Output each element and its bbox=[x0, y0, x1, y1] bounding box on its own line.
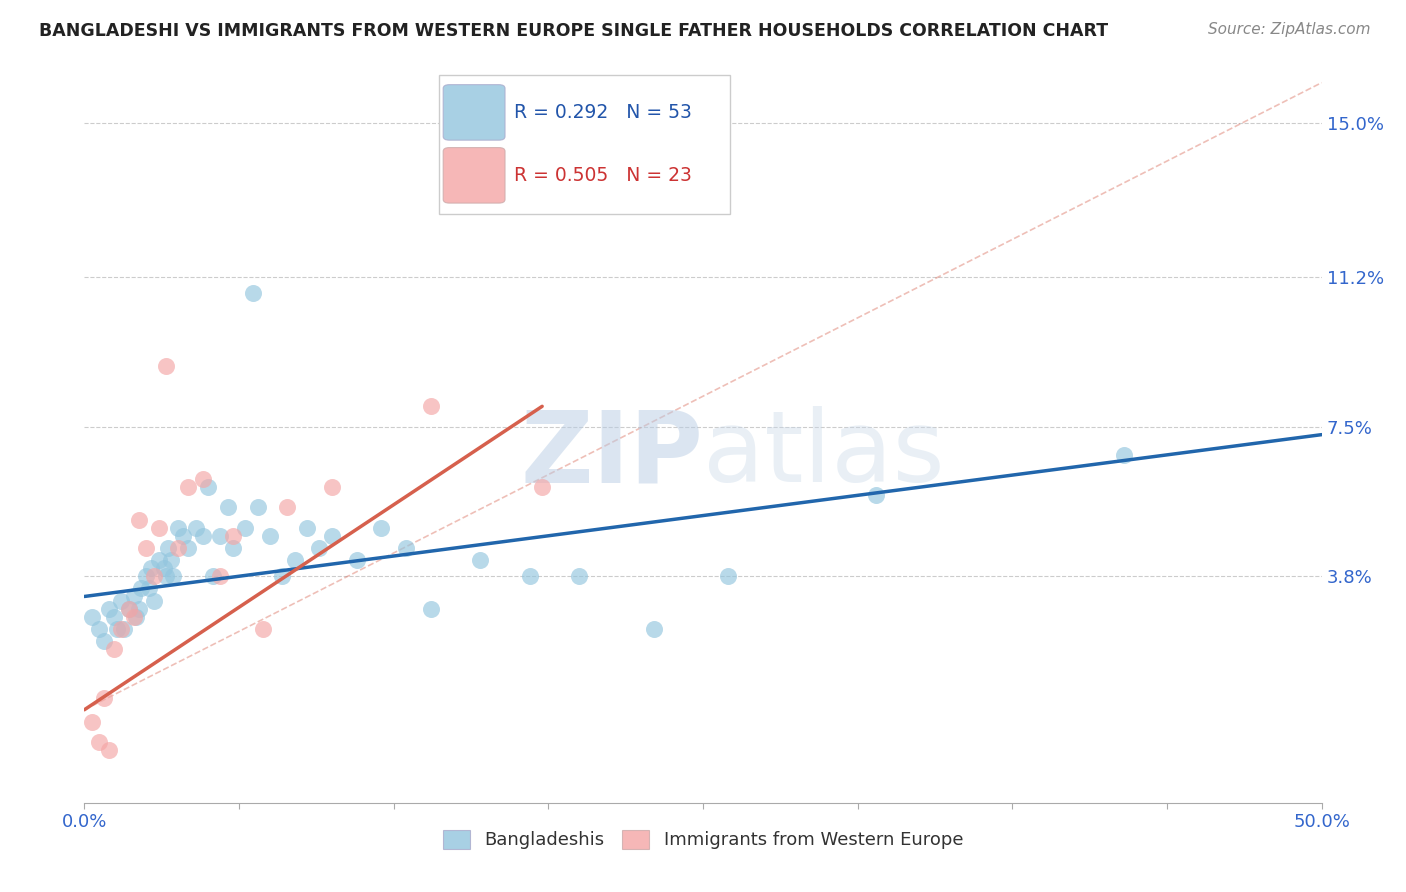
Point bbox=[191, 472, 214, 486]
Point bbox=[308, 541, 330, 555]
Legend: Bangladeshis, Immigrants from Western Europe: Bangladeshis, Immigrants from Western Eu… bbox=[436, 823, 970, 856]
Point bbox=[197, 480, 219, 494]
Point bbox=[89, 735, 111, 749]
Point bbox=[93, 634, 115, 648]
FancyBboxPatch shape bbox=[440, 75, 730, 214]
Point bbox=[346, 553, 368, 567]
Point bbox=[141, 561, 163, 575]
Point bbox=[93, 690, 115, 705]
Point bbox=[177, 541, 200, 555]
Point bbox=[122, 590, 145, 604]
Point bbox=[167, 541, 190, 555]
Text: Source: ZipAtlas.com: Source: ZipAtlas.com bbox=[1208, 22, 1371, 37]
Point bbox=[152, 561, 174, 575]
Point bbox=[242, 286, 264, 301]
Point bbox=[1112, 448, 1135, 462]
Point bbox=[246, 500, 269, 515]
Point bbox=[128, 513, 150, 527]
FancyBboxPatch shape bbox=[443, 85, 505, 140]
Point bbox=[112, 622, 135, 636]
Point bbox=[160, 553, 183, 567]
Point bbox=[259, 529, 281, 543]
Point bbox=[470, 553, 492, 567]
Point bbox=[89, 622, 111, 636]
Point bbox=[138, 582, 160, 596]
Point bbox=[172, 529, 194, 543]
Point bbox=[103, 642, 125, 657]
Point bbox=[419, 400, 441, 414]
Point bbox=[370, 521, 392, 535]
Point bbox=[148, 521, 170, 535]
Point bbox=[155, 359, 177, 373]
Point bbox=[222, 541, 245, 555]
Point bbox=[135, 541, 157, 555]
Point bbox=[295, 521, 318, 535]
Point bbox=[568, 569, 591, 583]
Point bbox=[233, 521, 256, 535]
Point bbox=[177, 480, 200, 494]
Point bbox=[321, 480, 343, 494]
Point bbox=[162, 569, 184, 583]
Point bbox=[191, 529, 214, 543]
Point bbox=[276, 500, 298, 515]
Point bbox=[865, 488, 887, 502]
Point bbox=[222, 529, 245, 543]
Point bbox=[209, 529, 232, 543]
Point bbox=[135, 569, 157, 583]
Text: R = 0.505   N = 23: R = 0.505 N = 23 bbox=[513, 166, 692, 185]
Point bbox=[110, 593, 132, 607]
Point bbox=[284, 553, 307, 567]
Point bbox=[167, 521, 190, 535]
Point bbox=[118, 601, 141, 615]
Point bbox=[98, 601, 121, 615]
Point bbox=[122, 609, 145, 624]
Point bbox=[110, 622, 132, 636]
Point bbox=[80, 609, 103, 624]
Point bbox=[419, 601, 441, 615]
Point bbox=[148, 553, 170, 567]
Point bbox=[395, 541, 418, 555]
Text: atlas: atlas bbox=[703, 407, 945, 503]
Point bbox=[142, 593, 165, 607]
Text: BANGLADESHI VS IMMIGRANTS FROM WESTERN EUROPE SINGLE FATHER HOUSEHOLDS CORRELATI: BANGLADESHI VS IMMIGRANTS FROM WESTERN E… bbox=[39, 22, 1108, 40]
Point bbox=[103, 609, 125, 624]
Point bbox=[184, 521, 207, 535]
Point bbox=[519, 569, 541, 583]
FancyBboxPatch shape bbox=[443, 147, 505, 203]
Text: ZIP: ZIP bbox=[520, 407, 703, 503]
Point bbox=[80, 714, 103, 729]
Point bbox=[209, 569, 232, 583]
Point bbox=[118, 601, 141, 615]
Point bbox=[252, 622, 274, 636]
Point bbox=[128, 601, 150, 615]
Point bbox=[717, 569, 740, 583]
Text: R = 0.292   N = 53: R = 0.292 N = 53 bbox=[513, 103, 692, 122]
Point bbox=[105, 622, 128, 636]
Point bbox=[155, 569, 177, 583]
Point bbox=[271, 569, 294, 583]
Point bbox=[125, 609, 148, 624]
Point bbox=[157, 541, 180, 555]
Point bbox=[129, 582, 152, 596]
Point bbox=[643, 622, 665, 636]
Point bbox=[142, 569, 165, 583]
Point bbox=[531, 480, 554, 494]
Point bbox=[217, 500, 239, 515]
Point bbox=[98, 743, 121, 757]
Point bbox=[321, 529, 343, 543]
Point bbox=[202, 569, 225, 583]
